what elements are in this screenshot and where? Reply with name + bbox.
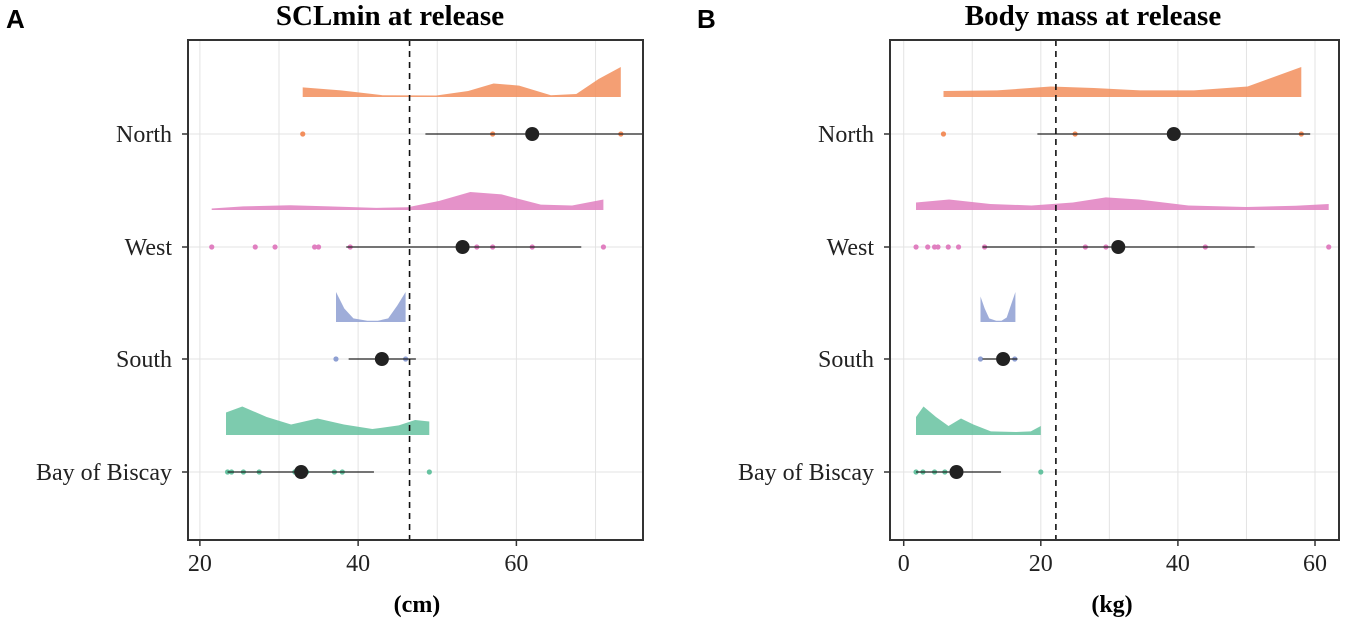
density-south [336, 292, 406, 322]
density-bay-of-biscay [916, 406, 1041, 435]
mean-point [949, 465, 964, 479]
mean-point [374, 352, 389, 366]
y-axis: North West South Bay of Biscay [36, 122, 188, 486]
density-west [211, 192, 604, 210]
plot-marks [889, 39, 1340, 541]
y-tick-label: West [125, 235, 173, 261]
data-point [333, 356, 339, 362]
x-tick-label: 40 [1166, 551, 1190, 577]
x-tick-label: 20 [188, 551, 212, 577]
chart-title: SCLmin at release [276, 0, 504, 32]
data-point [300, 131, 306, 137]
mean-point [525, 127, 540, 141]
grid [188, 40, 643, 540]
panel-label-a: A [6, 4, 25, 34]
y-tick-label: South [116, 347, 172, 373]
density-west [916, 197, 1329, 210]
x-tick-label: 0 [898, 551, 910, 577]
data-point [272, 244, 278, 250]
x-axis-label: (cm) [394, 592, 441, 618]
data-point [977, 356, 984, 362]
mean-point [1111, 240, 1126, 254]
panel-b: B Body mass at release (kg) North West Sou… [697, 0, 1340, 618]
mean-point [455, 240, 470, 254]
x-tick-label: 60 [1303, 551, 1327, 577]
density-north [943, 67, 1302, 97]
data-point [940, 131, 947, 137]
density-south [980, 292, 1016, 322]
plot-frame [889, 39, 1340, 541]
y-tick-label: North [116, 122, 172, 148]
density-bay-of-biscay [226, 406, 430, 435]
y-tick-label: North [818, 122, 874, 148]
data-point [935, 244, 941, 250]
data-point [925, 244, 931, 250]
chart-title: Body mass at release [965, 0, 1222, 32]
x-tick-label: 20 [1029, 551, 1053, 577]
data-point [945, 244, 951, 250]
x-axis-label: (kg) [1091, 592, 1132, 618]
y-axis: North West South Bay of Biscay [738, 122, 890, 486]
grid [890, 40, 1339, 540]
x-axis: 20 40 60 [188, 540, 528, 577]
x-tick-label: 60 [504, 551, 528, 577]
mean-point [294, 465, 309, 479]
plot-marks [187, 39, 644, 541]
mean-point [1166, 127, 1181, 141]
data-point [252, 244, 258, 250]
panel-a: A SCLmin at release (cm) North West South B… [6, 0, 644, 618]
data-point [426, 469, 432, 475]
data-point [312, 244, 318, 250]
y-tick-label: West [827, 235, 875, 261]
data-point [1326, 244, 1332, 250]
plot-frame [187, 39, 644, 541]
data-point [1038, 469, 1044, 475]
y-tick-label: South [818, 347, 874, 373]
data-point [600, 244, 607, 250]
density-north [302, 67, 621, 97]
data-point [913, 244, 919, 250]
y-tick-label: Bay of Biscay [36, 460, 172, 486]
data-point [955, 244, 962, 250]
x-tick-label: 40 [346, 551, 370, 577]
x-axis: 0 20 40 60 [898, 540, 1327, 577]
data-point [209, 244, 215, 250]
y-tick-label: Bay of Biscay [738, 460, 874, 486]
mean-point [996, 352, 1011, 366]
panel-label-b: B [697, 4, 716, 34]
data-point [315, 244, 322, 250]
